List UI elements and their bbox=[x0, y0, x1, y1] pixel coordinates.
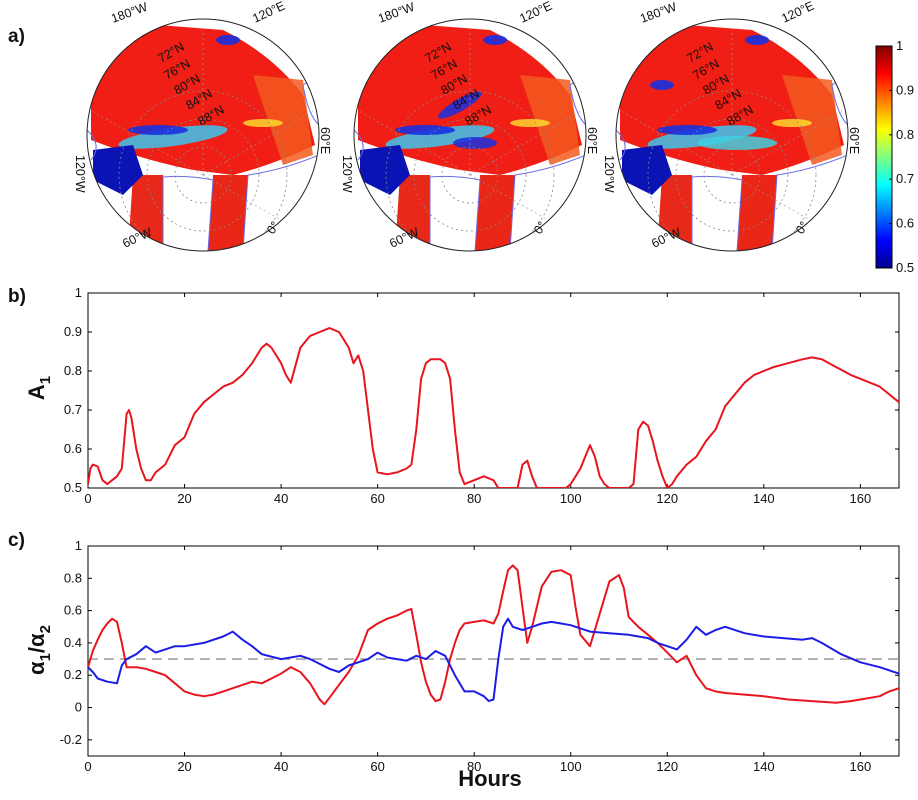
x-tick-label: 120 bbox=[656, 759, 678, 774]
colorbar-tick-label: 0.7 bbox=[896, 171, 914, 186]
y-tick-label: -0.2 bbox=[60, 732, 82, 747]
x-tick-label: 140 bbox=[753, 759, 775, 774]
colorbar: 1 0.9 0.8 0.7 0.6 0.5 bbox=[875, 38, 914, 275]
y-tick-label: 0.7 bbox=[64, 402, 82, 417]
y-tick-label: 0.4 bbox=[64, 635, 82, 650]
map-lon-label: 120°E bbox=[250, 0, 287, 26]
x-tick-label: 80 bbox=[467, 491, 481, 506]
map-lon-label: 60°E bbox=[585, 127, 599, 154]
panel-c-xlabel: Hours bbox=[458, 766, 522, 791]
map-lon-label: 120°W bbox=[73, 155, 87, 193]
map-lon-label: 180°W bbox=[376, 0, 416, 26]
y-tick-label: 1 bbox=[75, 285, 82, 300]
x-tick-label: 0 bbox=[84, 491, 91, 506]
panel-c-chart: 0 20 40 60 80 100 120 140 160-0.200.20.40.60.81 … bbox=[24, 538, 900, 791]
x-tick-label: 100 bbox=[560, 759, 582, 774]
map-lon-label: 120°E bbox=[517, 0, 554, 26]
map-lon-label: 60°E bbox=[318, 127, 332, 154]
y-tick-label: 0.6 bbox=[64, 603, 82, 618]
map-lon-label: 120°E bbox=[779, 0, 816, 26]
x-tick-label: 0 bbox=[84, 759, 91, 774]
x-tick-label: 120 bbox=[656, 491, 678, 506]
x-tick-label: 140 bbox=[753, 491, 775, 506]
panel-b-chart: 0 20 40 60 80 100 120 140 160 0.5 0.6 0.7 0.8 0.9 1 A1 bbox=[24, 285, 900, 506]
map-lon-label: 180°W bbox=[109, 0, 149, 26]
map-lon-label: 60°E bbox=[847, 127, 861, 154]
x-tick-label: 80 bbox=[467, 759, 481, 774]
x-tick-label: 40 bbox=[274, 491, 288, 506]
y-tick-label: 0.8 bbox=[64, 363, 82, 378]
y-tick-label: 0.5 bbox=[64, 480, 82, 495]
y-tick-label: 0.2 bbox=[64, 667, 82, 682]
colorbar-tick-label: 0.9 bbox=[896, 82, 914, 97]
x-tick-label: 160 bbox=[850, 759, 872, 774]
x-tick-label: 60 bbox=[370, 759, 384, 774]
map-lon-label: 120°W bbox=[602, 155, 616, 193]
map-lon-label: 120°W bbox=[340, 155, 354, 193]
panel-b-label: b) bbox=[8, 286, 26, 307]
series-line-2 bbox=[88, 617, 899, 703]
y-tick-label: 0.8 bbox=[64, 570, 82, 585]
map-lon-label: 180°W bbox=[638, 0, 678, 26]
x-tick-label: 40 bbox=[274, 759, 288, 774]
panel-b-ylabel: A1 bbox=[24, 376, 54, 400]
series-line-1 bbox=[88, 564, 899, 706]
colorbar-tick-label: 0.6 bbox=[896, 216, 914, 231]
x-tick-label: 160 bbox=[850, 491, 872, 506]
x-tick-label: 100 bbox=[560, 491, 582, 506]
x-tick-label: 20 bbox=[177, 759, 191, 774]
colorbar-tick-label: 0.5 bbox=[896, 260, 914, 275]
colorbar-tick-label: 0.8 bbox=[896, 127, 914, 142]
panel-a-label: a) bbox=[8, 26, 25, 47]
y-tick-label: 0 bbox=[75, 700, 82, 715]
colorbar-tick-label: 1 bbox=[896, 38, 903, 53]
x-tick-label: 60 bbox=[370, 491, 384, 506]
panel-c-ylabel: α1/α2 bbox=[24, 625, 54, 675]
y-tick-label: 1 bbox=[75, 538, 82, 553]
y-tick-label: 0.6 bbox=[64, 441, 82, 456]
series-line-1 bbox=[88, 327, 899, 488]
y-tick-label: 0.9 bbox=[64, 324, 82, 339]
panel-c-label: c) bbox=[8, 530, 25, 551]
x-tick-label: 20 bbox=[177, 491, 191, 506]
